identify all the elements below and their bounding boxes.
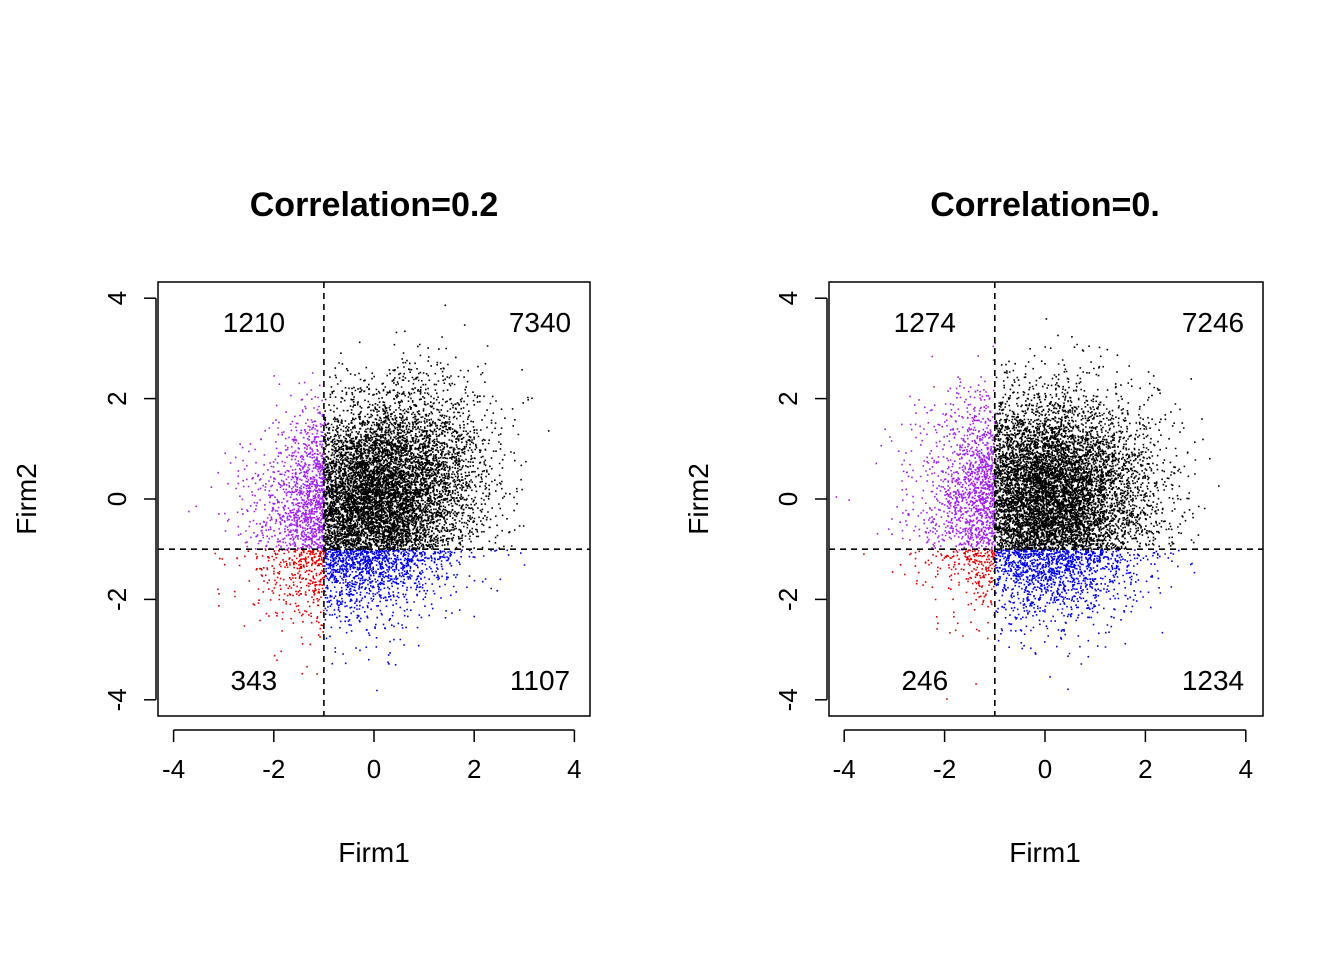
y-axis-label: Firm2 xyxy=(11,463,42,535)
plot-frame xyxy=(828,281,1264,717)
y-axis: -4 -2 0 2 4 xyxy=(773,291,828,711)
x-tick-label: 4 xyxy=(567,754,581,784)
panel-title: Correlation=0. xyxy=(930,186,1160,224)
y-axis-label: Firm2 xyxy=(683,463,714,535)
x-tick-label: -2 xyxy=(262,754,285,784)
x-tick-label: 2 xyxy=(467,754,481,784)
point-cloud xyxy=(188,304,550,692)
quadrant-counts: 1210 7340 343 1107 xyxy=(223,307,571,696)
x-tick-label: -4 xyxy=(162,754,185,784)
x-tick-label: 0 xyxy=(367,754,381,784)
count-bottom-left: 246 xyxy=(901,665,948,696)
y-tick-label: 4 xyxy=(773,291,803,305)
y-tick-label: 2 xyxy=(773,391,803,405)
y-tick-label: 2 xyxy=(102,391,132,405)
x-tick-label: 4 xyxy=(1239,754,1253,784)
points-top-left xyxy=(188,372,326,551)
point-cloud xyxy=(835,318,1220,700)
x-axis: -4 -2 0 2 4 xyxy=(162,729,582,784)
count-bottom-right: 1234 xyxy=(1182,665,1244,696)
y-tick-label: 4 xyxy=(102,291,132,305)
x-tick-label: -2 xyxy=(933,754,956,784)
x-axis-label: Firm1 xyxy=(338,837,410,868)
scatter-panel-left: Correlation=0.2 -4 -2 0 2 4 -4 -2 0 2 4 1210 7340… xyxy=(11,186,591,868)
quadrant-counts: 1274 7246 246 1234 xyxy=(894,307,1244,696)
points-top-right xyxy=(323,304,550,551)
points-top-right xyxy=(994,318,1220,551)
count-top-left: 1210 xyxy=(223,307,285,338)
points-top-left xyxy=(835,342,997,551)
y-tick-label: -2 xyxy=(102,588,132,611)
points-bottom-left xyxy=(214,549,326,675)
x-axis: -4 -2 0 2 4 xyxy=(833,729,1253,784)
scatter-panel-right: Correlation=0. -4 -2 0 2 4 -4 -2 0 2 4 1274 7246 2… xyxy=(683,186,1264,868)
x-tick-label: 2 xyxy=(1138,754,1152,784)
y-tick-label: -4 xyxy=(102,688,132,711)
plot-frame xyxy=(157,281,591,717)
x-tick-label: 0 xyxy=(1038,754,1052,784)
count-top-left: 1274 xyxy=(894,307,956,338)
x-axis-label: Firm1 xyxy=(1009,837,1081,868)
points-bottom-right xyxy=(994,549,1196,691)
y-tick-label: -4 xyxy=(773,688,803,711)
count-top-right: 7340 xyxy=(509,307,571,338)
y-tick-label: 0 xyxy=(102,492,132,506)
panel-title: Correlation=0.2 xyxy=(250,186,498,224)
y-axis: -4 -2 0 2 4 xyxy=(102,291,157,711)
count-bottom-left: 343 xyxy=(231,665,278,696)
y-tick-label: -2 xyxy=(773,588,803,611)
count-bottom-right: 1107 xyxy=(510,665,570,696)
x-tick-label: -4 xyxy=(833,754,856,784)
y-tick-label: 0 xyxy=(773,492,803,506)
count-top-right: 7246 xyxy=(1182,307,1244,338)
threshold-lines xyxy=(158,282,590,716)
points-bottom-right xyxy=(324,549,526,692)
